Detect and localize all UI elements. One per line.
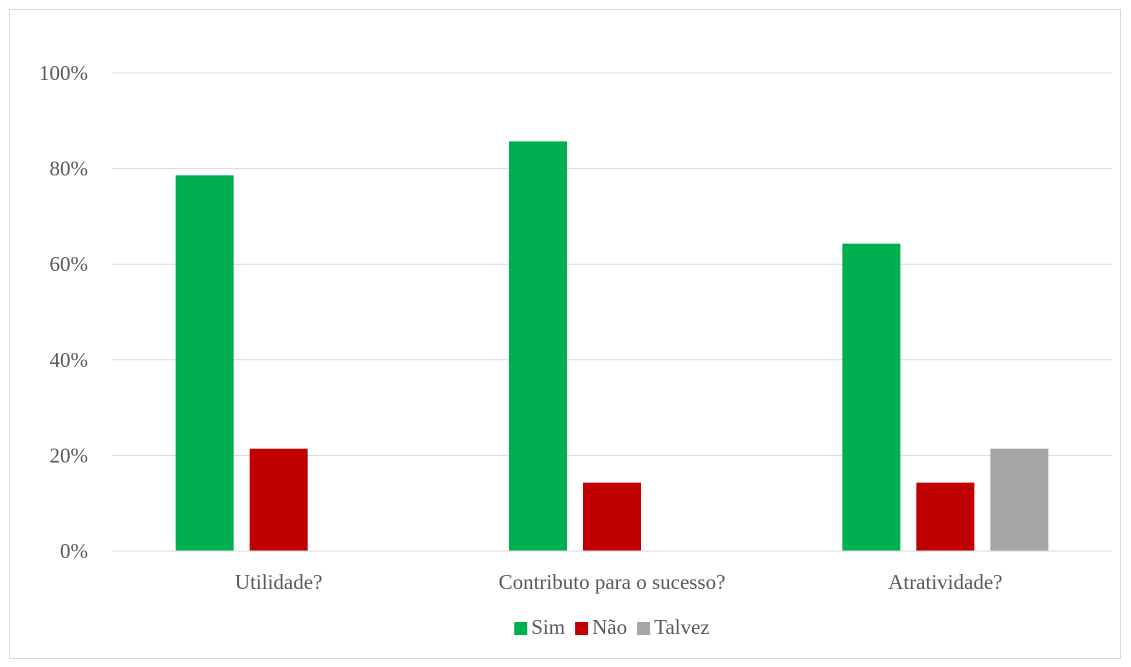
bar-sim-2 <box>842 243 901 551</box>
bar-n-o-0 <box>249 448 308 551</box>
legend-item-talvez: Talvez <box>637 615 710 639</box>
legend-item-n-o: Não <box>575 615 627 639</box>
bar-n-o-1 <box>583 482 641 551</box>
y-tick-label: 80% <box>50 157 89 181</box>
legend-swatch <box>575 622 589 635</box>
y-tick-label: 0% <box>60 539 88 563</box>
x-category-label: Utilidade? <box>235 570 322 594</box>
x-category-label: Atratividade? <box>888 570 1002 594</box>
bars <box>175 141 1049 552</box>
y-axis-tick-labels: 0% 20% 40% 60% 80% 100% <box>39 61 88 563</box>
x-axis-category-labels: Utilidade? Contributo para o sucesso? Atra… <box>235 570 1003 594</box>
legend-swatch <box>514 622 528 635</box>
legend-swatch <box>637 622 651 635</box>
legend: Sim Não Talvez <box>514 615 710 639</box>
bar-sim-1 <box>509 141 567 551</box>
x-category-label: Contributo para o sucesso? <box>499 570 726 594</box>
y-tick-label: 60% <box>50 252 89 276</box>
bar-sim-0 <box>175 175 234 552</box>
y-tick-label: 40% <box>50 348 89 372</box>
y-tick-label: 20% <box>50 443 89 467</box>
y-tick-label: 100% <box>39 61 88 85</box>
bar-n-o-2 <box>916 482 975 551</box>
bar-talvez-2 <box>990 448 1049 551</box>
legend-label: Sim <box>531 615 565 639</box>
legend-item-sim: Sim <box>514 615 565 639</box>
gridlines <box>112 72 1112 456</box>
legend-label: Não <box>592 615 627 639</box>
legend-label: Talvez <box>654 615 710 639</box>
